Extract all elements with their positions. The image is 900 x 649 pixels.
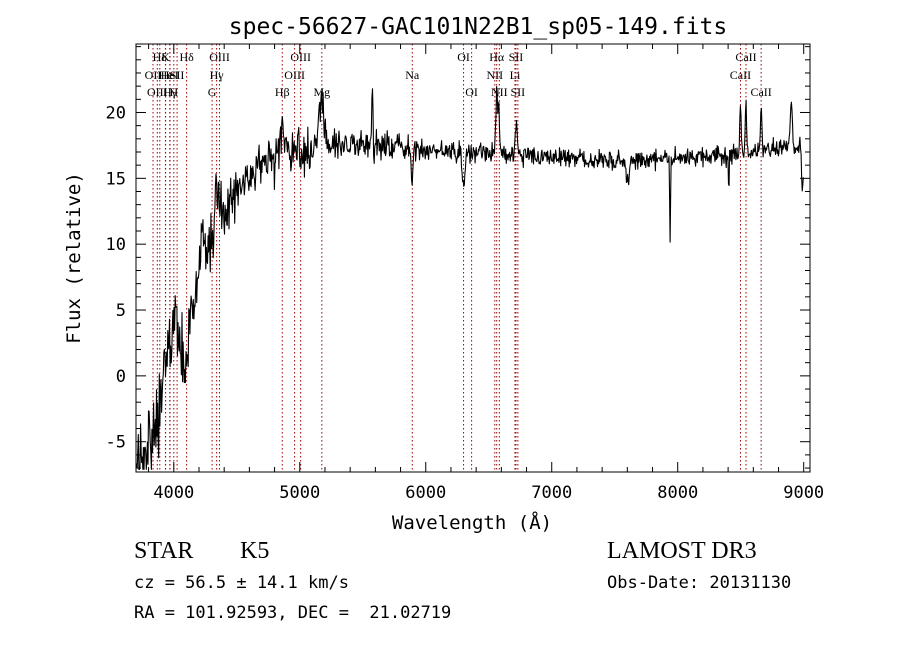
x-tick-label: 5000 [279,483,320,503]
spectral-line-label: Na [405,68,420,82]
spectral-line-label: OIII [284,68,305,82]
spectral-line-label: OIII [290,50,311,64]
plot-frame [135,43,811,473]
spectral-line-label: Hδ [179,50,194,64]
emission-line-markers [152,44,762,472]
spectral-line-label: Li [510,68,521,82]
spectral-line-label: OI [457,50,470,64]
x-tick-label: 9000 [783,483,824,503]
survey-name: LAMOST DR3 [607,538,757,564]
coordinates: RA = 101.92593, DEC = 21.02719 [134,603,452,623]
y-tick-label: 10 [106,235,126,255]
spectral-line-label: SII [511,85,526,99]
spectral-line-label: Hγ [163,85,178,99]
spectral-line-label: NII [491,85,508,99]
y-tick-label: 0 [116,367,126,387]
observation-date: Obs-Date: 20131130 [607,573,792,593]
y-tick-label: -5 [106,433,126,453]
spectral-line-label: OII [145,68,162,82]
object-class: STAR [134,538,194,564]
x-tick-label: 8000 [657,483,698,503]
spectral-subclass: K5 [240,538,270,564]
radial-velocity: cz = 56.5 ± 14.1 km/s [134,573,349,593]
x-axis: 4000 5000 6000 7000 8000 9000 [148,44,824,503]
y-tick-label: 15 [106,169,126,189]
spectral-line-label: NII [486,68,503,82]
spectral-line-label: K [161,50,170,64]
spectral-line-label: He [159,68,173,82]
spectral-line-label: CaII [730,68,751,82]
spectral-line-label: Hα [489,50,505,64]
spectral-line-label: Hγ [210,68,225,82]
spectral-line-label: OIII [147,85,168,99]
spectral-line-label: CaII [750,85,771,99]
spectral-line-label: OI [465,85,478,99]
spectral-line-label: SII [509,50,524,64]
spectrum-series [136,86,804,470]
y-tick-label: 20 [106,103,126,123]
spectral-line-label: G [208,85,217,99]
y-tick-label: 5 [116,301,126,321]
spectral-line-label: Hδ [153,50,168,64]
x-tick-label: 6000 [405,483,446,503]
y-axis-label: Flux (relative) [63,172,85,344]
spectral-line-label: Hβ [275,85,290,99]
line-labels: OIIOIIIHδKHeHγHeISIIHHδGHγOIIIHβOIIIOIII… [145,50,772,99]
x-tick-label: 7000 [531,483,572,503]
x-tick-label: 4000 [153,483,194,503]
x-axis-label: Wavelength (Å) [392,511,552,534]
spectral-line-label: SII [170,68,185,82]
spectral-line-label: OIII [209,50,230,64]
spectral-line-label: HeI [161,68,179,82]
spectral-line-label: CaII [735,50,756,64]
spectral-line-label: H [169,85,178,99]
y-axis: -5 0 5 10 15 20 [106,46,810,469]
chart-title: spec-56627-GAC101N22B1_sp05-149.fits [229,14,728,40]
